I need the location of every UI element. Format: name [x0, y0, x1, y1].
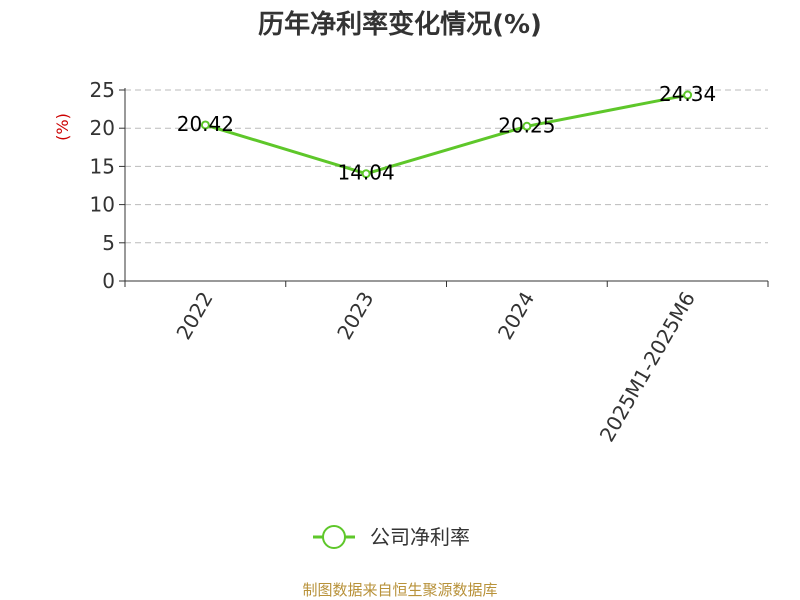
y-axis-label: (%) [53, 113, 72, 141]
data-point[interactable] [683, 90, 693, 100]
y-tick-label: 5 [102, 231, 115, 255]
data-point[interactable] [200, 120, 210, 130]
series-layer: 20.42 14.04 20.25 24.34 [177, 82, 717, 185]
x-tick-label: 2025M1-2025M6 [595, 288, 700, 446]
series-line [204, 93, 688, 176]
x-tick-label: 2023 [332, 288, 378, 344]
data-label: 20.25 [498, 113, 555, 137]
data-source-note: 制图数据来自恒生聚源数据库 [302, 581, 497, 599]
y-tick-label: 0 [102, 269, 115, 293]
data-label: 24.34 [659, 82, 716, 106]
y-tick-label: 25 [90, 78, 115, 102]
legend-marker [322, 525, 346, 549]
data-label: 20.42 [177, 112, 234, 136]
x-tick-label: 2024 [493, 288, 539, 344]
legend-label: 公司净利率 [370, 525, 470, 549]
data-label: 14.04 [337, 161, 394, 185]
chart-title: 历年净利率变化情况(%) [258, 9, 542, 40]
grid-lines [125, 89, 768, 244]
data-point[interactable] [522, 121, 532, 131]
y-tick-label: 10 [90, 193, 115, 217]
y-tick-label: 15 [90, 154, 115, 178]
legend[interactable]: 公司净利率 [313, 525, 470, 549]
y-tick-label: 20 [90, 116, 115, 140]
data-point[interactable] [361, 169, 371, 179]
x-tick-label: 2022 [171, 288, 217, 344]
